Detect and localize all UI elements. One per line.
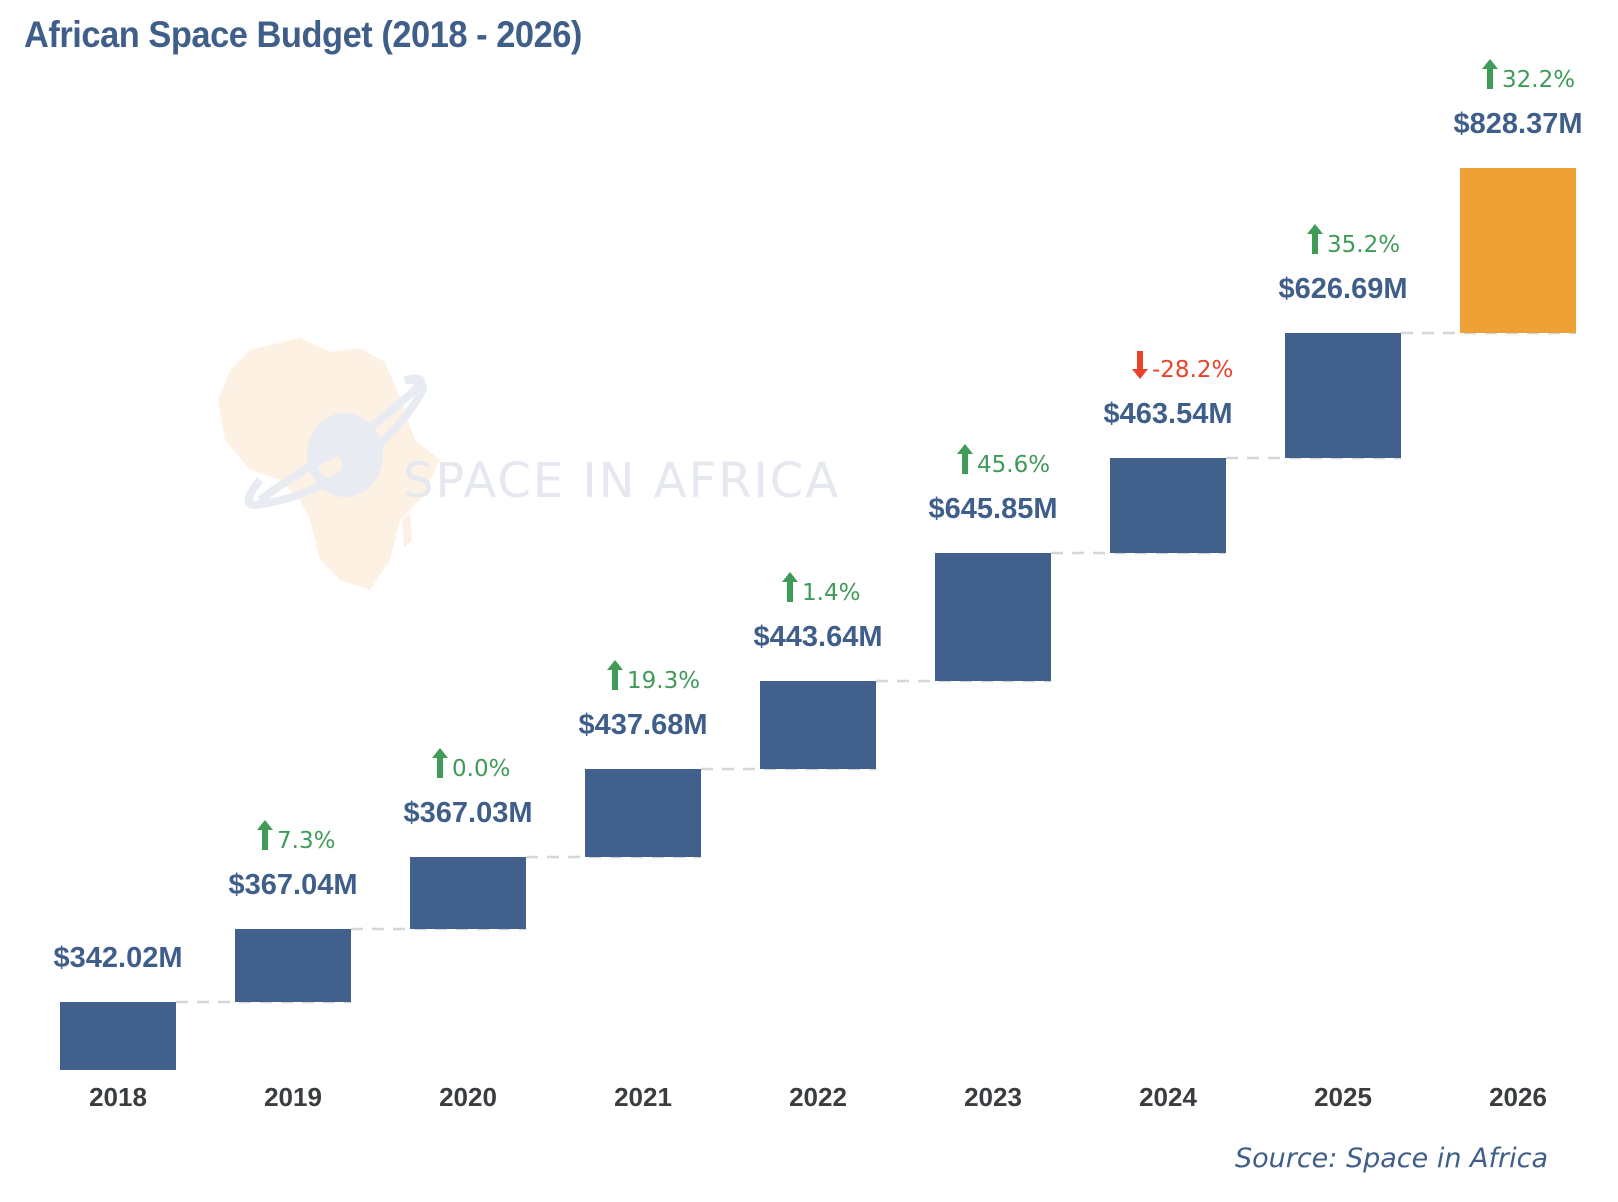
watermark: SPACE IN AFRICA [218,338,840,590]
x-tick-2020: 2020 [439,1082,497,1112]
bar-2025 [1285,333,1401,458]
value-label-2026: $828.37M [1454,108,1583,140]
change-label-2023: 45.6% [957,444,1050,478]
x-tick-2026: 2026 [1489,1082,1547,1112]
change-label-2024: -28.2% [1132,351,1233,383]
bar-2023 [935,553,1051,681]
change-label-2019: 7.3% [257,820,335,854]
value-label-2024: $463.54M [1104,398,1233,430]
value-label-2018: $342.02M [54,942,183,974]
arrow-up-icon [782,572,798,602]
bar-2022 [760,681,876,769]
value-label-2022: $443.64M [754,621,883,653]
arrow-up-icon [257,820,273,850]
source-note: Source: Space in Africa [1234,1143,1548,1174]
x-tick-2019: 2019 [264,1082,322,1112]
x-tick-2018: 2018 [89,1082,147,1112]
x-tick-2023: 2023 [964,1082,1022,1112]
change-text: 1.4% [802,580,860,606]
chart-title: African Space Budget (2018 - 2026) [24,14,582,55]
change-text: 7.3% [277,828,335,854]
bar-2019 [235,929,351,1002]
change-label-2022: 1.4% [782,572,860,606]
arrow-up-icon [607,660,623,690]
watermark-text: SPACE IN AFRICA [403,453,840,509]
change-label-2026: 32.2% [1482,59,1575,93]
x-tick-2022: 2022 [789,1082,847,1112]
x-tick-2024: 2024 [1139,1082,1197,1112]
x-tick-2025: 2025 [1314,1082,1372,1112]
value-label-2021: $437.68M [579,709,708,741]
arrow-up-icon [1307,224,1323,254]
change-text: 0.0% [452,756,510,782]
change-label-2025: 35.2% [1307,224,1400,258]
arrow-up-icon [957,444,973,474]
arrow-up-icon [1482,59,1498,89]
change-text: -28.2% [1152,357,1233,383]
change-text: 32.2% [1502,67,1575,93]
change-label-2020: 0.0% [432,748,510,782]
value-label-2023: $645.85M [929,493,1058,525]
change-text: 35.2% [1327,232,1400,258]
orbit-ring-icon [244,374,427,510]
value-label-2019: $367.04M [229,869,358,901]
change-text: 19.3% [627,668,700,694]
bar-2024 [1110,458,1226,553]
change-label-2021: 19.3% [607,660,700,694]
change-text: 45.6% [977,452,1050,478]
bar-2021 [585,769,701,857]
arrow-up-icon [432,748,448,778]
value-label-2025: $626.69M [1279,273,1408,305]
arrow-down-icon [1132,351,1148,379]
bar-2018 [60,1002,176,1070]
madagascar-icon [402,512,412,548]
bar-2026 [1460,168,1576,333]
value-label-2020: $367.03M [404,797,533,829]
x-tick-2021: 2021 [614,1082,672,1112]
bar-2020 [410,857,526,929]
